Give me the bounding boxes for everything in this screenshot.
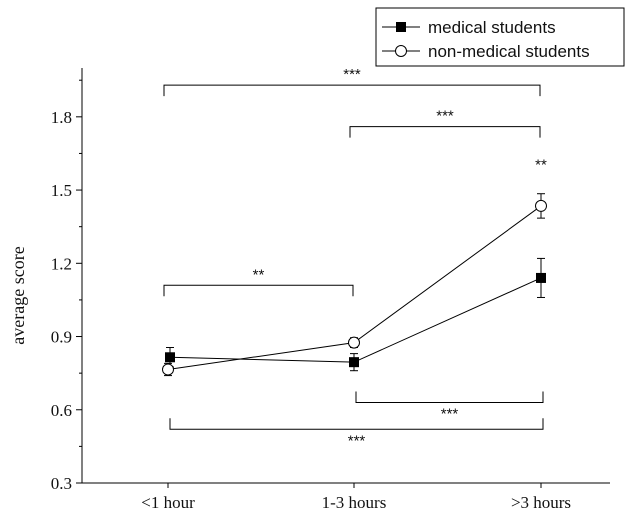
significance-bracket [169, 418, 544, 430]
y-tick-label: 0.3 [51, 474, 72, 493]
legend-box [375, 7, 625, 67]
data-point [349, 357, 359, 368]
x-tick-label: 1-3 hours [322, 493, 387, 512]
y-tick-label: 1.8 [51, 108, 72, 127]
significance-label: *** [441, 405, 459, 422]
significance-label: *** [348, 432, 366, 449]
data-point [348, 336, 360, 349]
significance-label: *** [436, 108, 454, 125]
legend-marker [396, 22, 406, 32]
legend-label: non-medical students [428, 42, 590, 61]
significance-label: *** [343, 66, 361, 83]
data-point [535, 199, 547, 212]
series-line [169, 277, 542, 363]
legend-label: medical students [428, 18, 556, 37]
y-tick-label: 1.5 [51, 181, 72, 200]
y-tick-label: 0.9 [51, 328, 72, 347]
data-point [536, 272, 546, 283]
legend-marker [395, 45, 407, 57]
data-point [165, 352, 175, 363]
data-point [162, 363, 174, 376]
x-tick-label: <1 hour [141, 493, 195, 512]
significance-label: ** [535, 157, 547, 174]
significance-bracket [163, 284, 354, 297]
y-tick-label: 1.2 [51, 254, 72, 273]
y-tick-label: 0.6 [51, 401, 72, 420]
significance-bracket [349, 126, 541, 138]
significance-bracket [163, 84, 541, 97]
significance-bracket [355, 391, 544, 403]
significance-label: ** [253, 266, 265, 283]
x-tick-label: >3 hours [511, 493, 571, 512]
y-axis-label: average score [8, 246, 28, 344]
